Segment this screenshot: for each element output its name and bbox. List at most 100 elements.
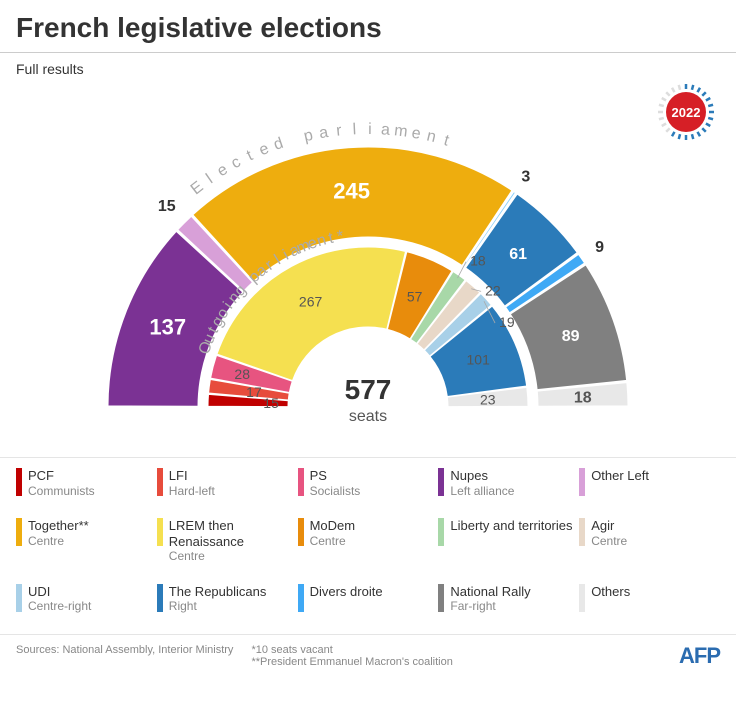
legend-swatch [438,518,444,546]
svg-text:r: r [335,122,343,140]
legend-swatch [16,584,22,612]
legend-name: Divers droite [310,584,383,600]
seat-label: 577 [345,374,392,405]
legend-swatch [157,584,163,612]
legend-item: Together**Centre [16,518,155,564]
legend-name: Other Left [591,468,649,484]
legend-item: LREM then RenaissanceCentre [157,518,296,564]
legend-text: MoDemCentre [310,518,356,548]
legend-name: LREM then Renaissance [169,518,296,549]
seat-label: 57 [407,288,423,304]
legend-item: PSSocialists [298,468,437,498]
seat-label: 267 [299,294,323,310]
legend-desc: Left alliance [450,484,514,498]
seat-label: 19 [499,314,515,330]
legend-desc: Centre [169,549,296,563]
svg-text:c: c [228,154,243,173]
legend-text: Others [591,584,630,600]
legend-text: Divers droite [310,584,383,600]
legend-item: NupesLeft alliance [438,468,577,498]
legend-name: PCF [28,468,95,484]
legend-text: The RepublicansRight [169,584,267,614]
legend-swatch [16,518,22,546]
svg-text:t: t [442,132,452,150]
footnote-2: **President Emmanuel Macron's coalition [251,656,452,668]
svg-text:m: m [393,122,408,140]
legend-swatch [579,468,585,496]
legend-swatch [298,584,304,612]
legend-item: The RepublicansRight [157,584,296,614]
footer: Sources: National Assembly, Interior Min… [0,635,736,681]
seat-label: 15 [263,395,279,411]
legend-item: Other Left [579,468,718,498]
legend-text: PSSocialists [310,468,361,498]
subtitle: Full results [0,53,736,77]
legend-swatch [298,518,304,546]
svg-text:a: a [318,124,330,142]
legend-swatch [438,468,444,496]
legend-name: The Republicans [169,584,267,600]
svg-text:e: e [257,140,272,159]
legend-name: Nupes [450,468,514,484]
svg-text:E: E [188,178,207,198]
legend-name: PS [310,468,361,484]
hemicycle-chart: 13715245361989181517282675718221910123El… [0,77,736,457]
legend-desc: Right [169,599,267,613]
legend-swatch [157,518,163,546]
legend-desc: Centre [28,534,89,548]
svg-text:d: d [272,135,286,154]
legend-item: MoDemCentre [298,518,437,564]
sources-text: Sources: National Assembly, Interior Min… [16,644,233,668]
footer-notes: *10 seats vacant **President Emmanuel Ma… [251,644,452,668]
legend-desc: Centre [310,534,356,548]
legend-row: UDICentre-right The RepublicansRight Diver… [16,574,720,624]
infographic-container: French legislative elections Full result… [0,0,736,681]
legend-name: Together** [28,518,89,534]
legend-name: MoDem [310,518,356,534]
seat-label: 17 [246,384,262,400]
legend-item: AgirCentre [579,518,718,564]
legend-name: Agir [591,518,627,534]
legend-swatch [579,584,585,612]
legend-row: Together**CentreLREM then RenaissanceCen… [16,508,720,574]
chart-area: 13715245361989181517282675718221910123El… [0,77,736,457]
legend-swatch [298,468,304,496]
year-badge-icon: 2022 [656,82,716,142]
legend-swatch [16,468,22,496]
footnote-1: *10 seats vacant [251,644,452,656]
legend-swatch [579,518,585,546]
footer-left: Sources: National Assembly, Interior Min… [16,644,453,668]
legend-name: National Rally [450,584,530,600]
svg-text:e: e [214,161,231,180]
legend-text: UDICentre-right [28,584,91,614]
svg-text:l: l [203,171,216,187]
svg-text:a: a [380,121,390,139]
legend-text: Other Left [591,468,649,484]
legend-name: Liberty and territories [450,518,572,534]
legend-desc: Socialists [310,484,361,498]
seat-label: 245 [333,179,370,204]
svg-text:l: l [352,121,356,138]
seat-label: 28 [234,366,250,382]
legend-name: LFI [169,468,215,484]
legend-item: National RallyFar-right [438,584,577,614]
year-text: 2022 [672,105,701,120]
seat-label: 9 [595,239,604,256]
svg-text:n: n [425,128,438,147]
legend-row: PCFCommunists LFIHard-left PSSocialists Nup… [16,458,720,508]
seat-label: 18 [574,389,592,406]
svg-text:e: e [410,125,422,143]
legend-text: Liberty and territories [450,518,572,534]
legend-text: Together**Centre [28,518,89,548]
legend-desc: Far-right [450,599,530,613]
seat-label: 23 [480,391,496,407]
legend-desc: Communists [28,484,95,498]
legend-desc: Hard-left [169,484,215,498]
seat-label: 15 [158,198,176,215]
afp-logo: AFP [679,643,720,669]
legend-text: NupesLeft alliance [450,468,514,498]
year-badge: 2022 [656,82,716,142]
legend-item: UDICentre-right [16,584,155,614]
legend-item: Liberty and territories [438,518,577,564]
legend-name: Others [591,584,630,600]
